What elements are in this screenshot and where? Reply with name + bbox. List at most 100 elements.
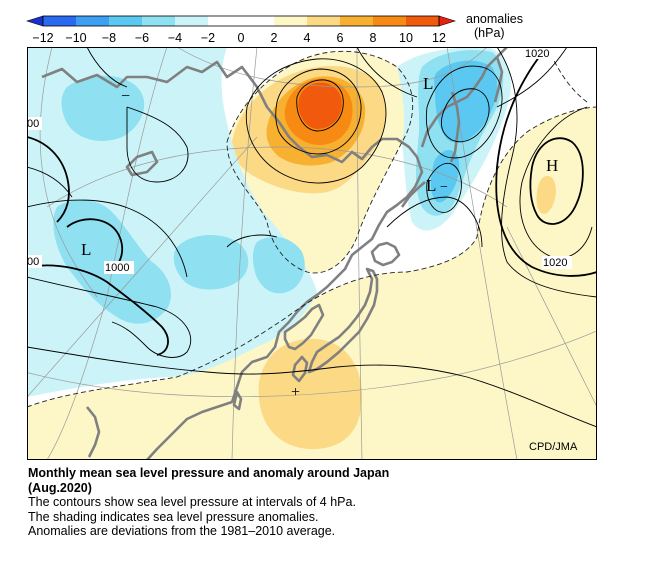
caption-line3: Anomalies are deviations from the 1981–2… — [28, 524, 336, 538]
isobar-1000-west-upper — [27, 136, 70, 223]
isobar — [441, 88, 490, 143]
coastline-kamchatka — [493, 56, 504, 103]
graticule-circle — [39, 47, 98, 298]
coastline-sakhalin — [449, 91, 461, 163]
low-marker-east: L — [426, 176, 436, 195]
colorbar-swatch-p10 — [406, 16, 439, 26]
coastline-korea — [283, 303, 325, 351]
coastline-kuril — [400, 181, 426, 208]
contour-label-00-lower-bg — [27, 255, 42, 268]
isobar-1000-west — [27, 264, 169, 356]
colorbar-unit-label: anomalies (hPa) — [466, 12, 523, 40]
isobar — [27, 276, 192, 358]
isobar — [226, 234, 278, 248]
coastline-inland-lake — [125, 150, 159, 177]
colorbar-arrow-right — [438, 15, 457, 27]
isobar — [496, 47, 568, 108]
colorbar-swatch-zero-pos — [241, 16, 274, 26]
isobar-1020-inner — [529, 137, 584, 225]
zero-contour — [27, 106, 597, 408]
colorbar-tick: 8 — [370, 31, 377, 45]
contour-label-00-upper: 00 — [27, 118, 39, 130]
caption-title-line1: Monthly mean sea level pressure and anom… — [28, 466, 390, 480]
low-marker-northeast: L — [423, 74, 433, 93]
colorbar-swatch-n6 — [109, 16, 142, 26]
shading-n4-west-blob3 — [173, 235, 249, 290]
isobar — [27, 346, 597, 428]
isobar — [86, 47, 128, 88]
colorbar-swatch-p4 — [307, 16, 340, 26]
colorbar-tick: −4 — [168, 31, 182, 45]
isobar-1020-east — [495, 47, 597, 277]
coastline-asia-mainland — [41, 60, 424, 460]
pressure-markers: L L L H + − − — [81, 74, 558, 401]
coastline-sea-of-okhotsk — [420, 47, 508, 148]
low-marker-west: L — [81, 240, 91, 259]
isobar — [275, 68, 362, 155]
pressure-anomaly-map: 1020 1020 1000 00 00 L L L H + − − CPD/J… — [27, 47, 597, 460]
colorbar-tick: −10 — [65, 31, 86, 45]
positive-marker-south: + — [291, 384, 300, 401]
zero-anomaly-contours — [27, 47, 597, 408]
caption-title-line2: (Aug.2020) — [28, 480, 92, 495]
isobar — [426, 162, 462, 213]
graticule-parallel — [46, 146, 508, 208]
contour-label-1020-east: 1020 — [543, 257, 567, 269]
isobar — [296, 79, 344, 132]
shading-n6-east-small — [430, 150, 460, 203]
colorbar-swatch-zero-neg — [208, 16, 241, 26]
coastline-hokkaido — [370, 241, 401, 267]
isobar — [126, 106, 189, 183]
contour-label-1020-top: 1020 — [525, 48, 549, 60]
isobar — [519, 106, 593, 259]
map-credit: CPD/JMA — [529, 441, 578, 453]
colorbar-tick: 12 — [432, 31, 446, 45]
colorbar-tick: 4 — [304, 31, 311, 45]
graticule-meridian — [446, 47, 518, 460]
colorbar-swatch-p6 — [340, 16, 373, 26]
contour-label-1020-east-bg — [542, 256, 572, 269]
graticule-meridian — [356, 47, 363, 460]
colorbar-swatch-n2 — [175, 16, 208, 26]
figure-caption: Monthly mean sea level pressure and anom… — [28, 466, 628, 539]
graticule-diagonal — [506, 226, 597, 408]
map-frame — [27, 47, 597, 460]
shading-n4-west-blob1 — [61, 75, 145, 141]
graticule-meridian — [46, 47, 168, 460]
contour-label-1000: 1000 — [105, 262, 129, 274]
colorbar-tick: −8 — [102, 31, 116, 45]
isobar — [27, 199, 188, 278]
unit-label-line2: (hPa) — [474, 26, 505, 40]
negative-marker-east: − — [440, 180, 448, 195]
isobar — [245, 58, 387, 184]
isobar — [425, 65, 503, 159]
colorbar-tick: 6 — [337, 31, 344, 45]
coastline-honshu — [307, 267, 379, 374]
contour-labels: 1020 1020 1000 00 00 — [27, 47, 572, 274]
colorbar-arrow-left — [25, 15, 44, 27]
colorbar-outline — [42, 15, 440, 27]
colorbar-swatch-n4 — [142, 16, 175, 26]
colorbar-ticks: −12 −10 −8 −6 −4 −2 0 2 4 6 8 10 12 — [32, 31, 446, 45]
contour-label-00-lower: 00 — [27, 256, 39, 268]
coastline-kyushu — [291, 355, 309, 383]
shading-n6-northeast — [434, 60, 498, 143]
colorbar-tick: −2 — [201, 31, 215, 45]
shading-p4-south — [258, 338, 362, 450]
colorbar-swatch-p2 — [274, 16, 307, 26]
colorbar-swatch-n8 — [76, 16, 109, 26]
shading-p10 — [298, 82, 342, 129]
colorbar-tick: 0 — [238, 31, 245, 45]
zero-contour — [226, 50, 414, 274]
negative-marker-northwest: − — [121, 88, 130, 105]
unit-label-line1: anomalies — [466, 12, 523, 26]
colorbar-swatch-n10 — [43, 16, 76, 26]
shading-p2-south — [27, 107, 597, 460]
zero-contour — [546, 47, 588, 103]
coastline-philippines — [85, 406, 101, 458]
caption-line2: The shading indicates sea level pressure… — [28, 509, 319, 524]
caption-line1: The contours show sea level pressure at … — [28, 495, 356, 509]
colorbar-swatch-p8 — [373, 16, 406, 26]
colorbar-swatches — [25, 15, 457, 27]
coastline-taiwan — [232, 390, 243, 411]
